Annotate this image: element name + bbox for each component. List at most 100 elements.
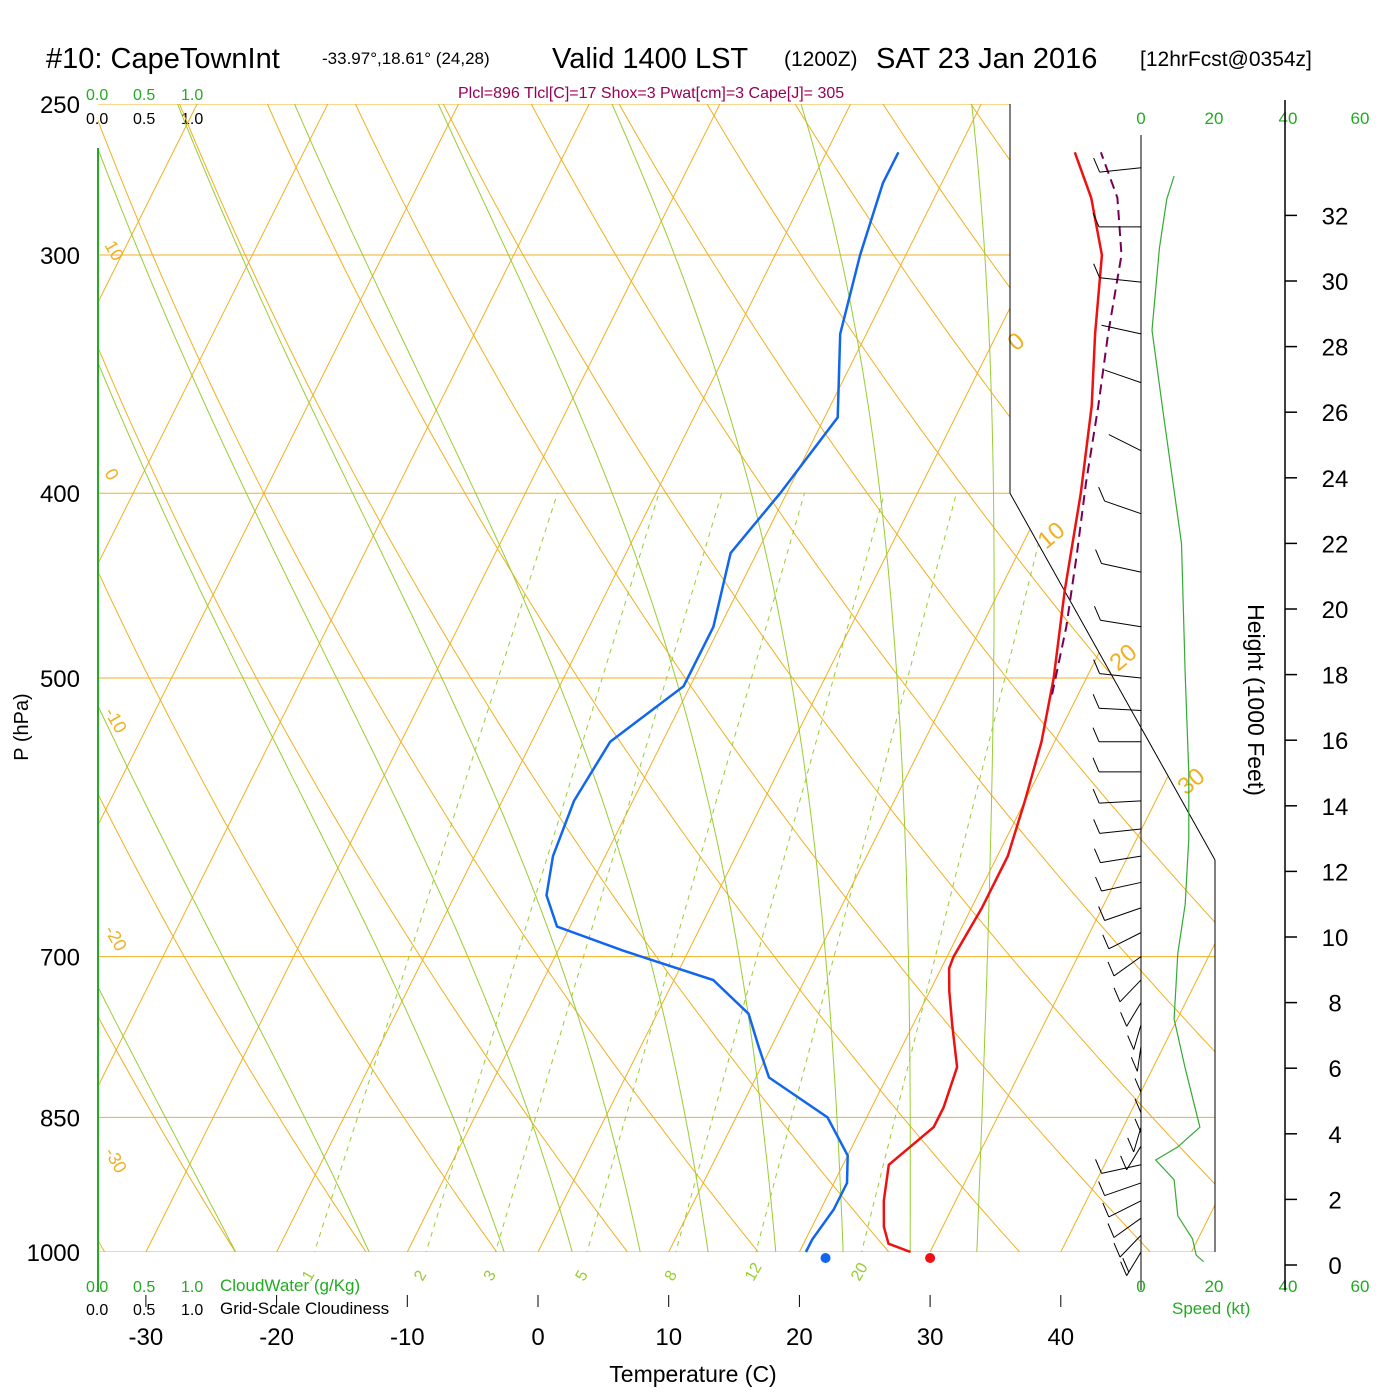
frame-diagonal [1009,492,1216,861]
barb-staff [1101,1164,1142,1174]
moist-adiabat [98,104,257,1252]
wind-barb [1107,956,1142,977]
barb-staff [1100,855,1142,864]
pressure-label: 500 [40,666,80,693]
dry-adiabat [252,104,1020,1252]
barb-flag [1098,906,1106,921]
mixing-ratio-line [666,493,885,1252]
temp-tick-label: -30 [129,1324,164,1351]
barb-flag [1134,1078,1142,1093]
mixing-ratio-line [485,493,723,1252]
isotherm-line [1060,104,1215,1252]
utc-time: (1200Z) [784,48,858,71]
barb-flag [1093,659,1101,674]
wind-barb [1095,549,1142,573]
wind-barb [1092,694,1142,711]
barb-staff [1101,563,1142,573]
moist-adiabat [177,104,649,1252]
isotherm-label: 10 [101,237,128,264]
barb-flag [1095,549,1102,564]
temp-tick-label: 40 [1047,1324,1074,1351]
plot-frame [97,104,1216,1292]
cloudiness-tick: 1.0 [181,1302,203,1319]
barb-flag [1120,1261,1128,1276]
speed-tick-label: 20 [1205,1277,1224,1296]
barb-staff [1099,800,1142,804]
barb-staff [1104,907,1142,921]
barb-flag [1130,1057,1138,1072]
isotherm-line [406,104,982,1252]
isotherm-line [276,104,852,1252]
barb-staff [1099,277,1142,283]
cloudiness-tick: 1.0 [181,111,203,128]
valid-time: Valid 1400 LST [552,43,748,75]
wind-barb [1092,212,1141,228]
barb-flag [1127,1035,1135,1050]
height-tick-label: 20 [1322,597,1349,624]
barb-staff [1099,828,1142,834]
isotherm-line [145,104,721,1252]
speed-tick-label: 20 [1205,109,1224,128]
dry-adiabat [1208,104,1215,1252]
moist-adiabat [971,104,995,1252]
pressure-label: 400 [40,481,80,508]
barb-flag [1093,819,1101,834]
height-tick-label: 10 [1322,925,1349,952]
wind-barb [1127,1024,1142,1050]
barb-staff [1126,1145,1142,1171]
moist-adiabat [98,104,388,1252]
barb-flag [1113,1242,1121,1258]
barb-staff [1099,673,1142,679]
isotherm-line [1191,104,1215,1252]
height-tick-label: 28 [1322,335,1349,362]
pressure-label: 300 [40,243,80,270]
pressure-label: 850 [40,1105,80,1132]
speed-tick-label: 0 [1136,109,1145,128]
parcel-line [1051,151,1123,695]
temperature-line [882,151,1104,1254]
isotherm-label: 0 [1003,327,1031,356]
speed-tick-label: 0 [1136,1277,1145,1296]
temp-tick-label: 0 [531,1324,544,1351]
height-tick-label: 6 [1328,1056,1341,1083]
wind-barb [1113,979,1142,1003]
barb-flag [1113,987,1121,1002]
surface-temp-marker [925,1253,936,1263]
wind-barb [1102,1200,1142,1218]
pressure-label: 700 [40,945,80,972]
barb-flag [1092,757,1100,773]
moist-adiabat [437,104,780,1252]
dry-adiabat [165,104,890,1252]
height-tick-label: 0 [1328,1253,1341,1280]
mixing-ratio-line [415,493,660,1252]
barb-flag [1092,212,1100,228]
barb-staff [1099,167,1142,173]
temp-tick-label: 10 [655,1324,682,1351]
barb-staff [1133,1024,1142,1050]
cloudwater-scale-top: 0.0 0.5 1.0 [86,87,203,104]
isotherm-label: -20 [101,922,131,955]
wind-barb [1098,1181,1142,1197]
wind-barb [1120,1251,1142,1276]
wind-barb [1104,369,1142,384]
wind-barb [1095,1159,1142,1174]
station-coords: -33.97°,18.61° (24,28) [322,49,490,68]
barb-flag [1098,486,1106,502]
wind-barb [1130,1046,1142,1072]
cloudiness-tick: 0.0 [86,111,108,128]
barb-flag [1093,263,1101,278]
height-tick-label: 32 [1322,203,1349,230]
wind-barb [1120,1145,1142,1171]
barb-flag [1120,1012,1128,1027]
wind-barb [1093,819,1142,834]
isotherm-label: -10 [101,704,131,737]
wind-barb [1092,788,1142,804]
barb-staff [1119,1234,1142,1258]
cloudiness-scale-bottom: 0.0 0.5 1.0 Grid-Scale Cloudiness [86,1299,389,1319]
speed-tick-label: 60 [1351,109,1370,128]
wind-barb [1098,486,1142,515]
barb-flag [1134,1118,1142,1134]
dry-adiabat [512,104,1215,1252]
